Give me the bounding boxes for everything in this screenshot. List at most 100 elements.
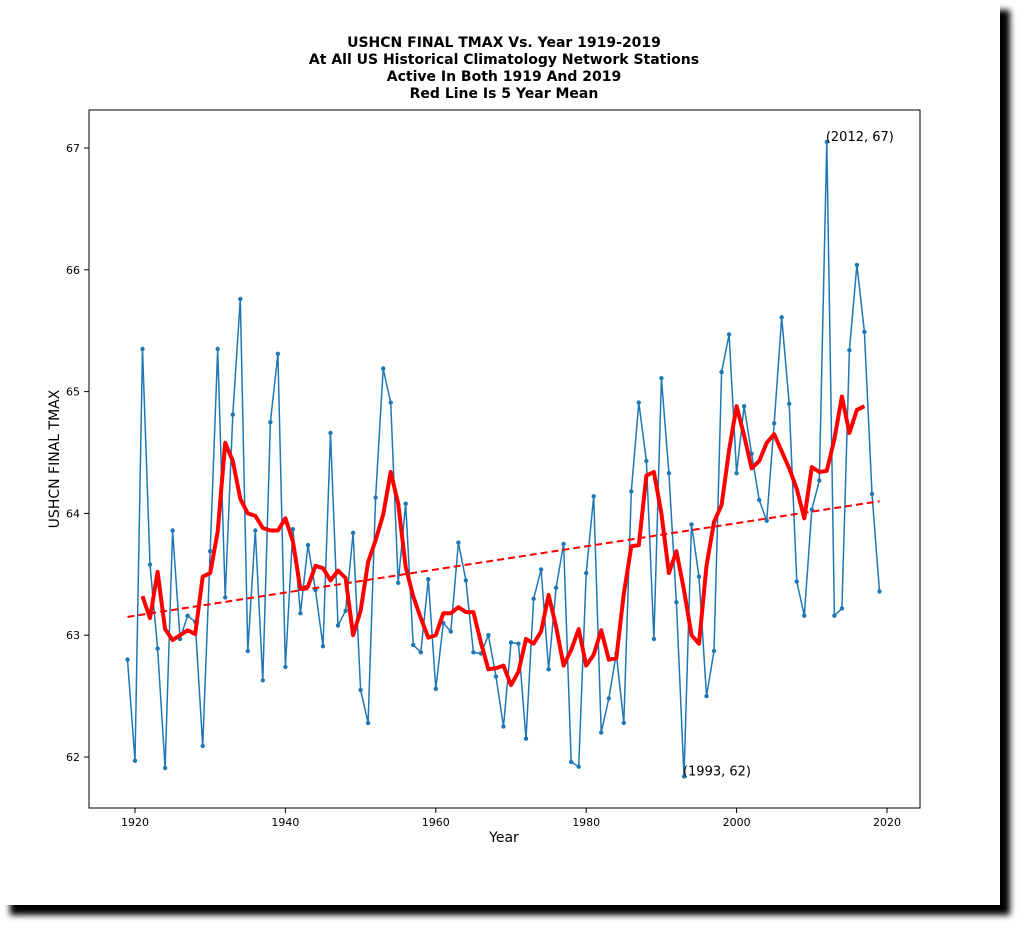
y-axis-label: USHCN FINAL TMAX <box>47 389 63 528</box>
data-point <box>365 720 371 726</box>
data-point <box>162 765 168 771</box>
data-point <box>869 491 875 497</box>
data-point <box>223 595 228 600</box>
data-point <box>125 657 130 662</box>
data-point <box>877 589 882 594</box>
data-point <box>433 686 438 691</box>
data-point <box>283 664 288 670</box>
data-point <box>298 611 303 616</box>
data-point <box>734 471 739 476</box>
data-point <box>290 527 296 532</box>
data-point <box>576 764 581 769</box>
five-year-mean-line <box>140 394 866 688</box>
data-point <box>711 648 717 654</box>
data-point <box>629 489 634 494</box>
data-point <box>531 596 536 601</box>
data-point <box>493 674 499 679</box>
x-tick-label: 1920 <box>121 816 149 829</box>
y-tick-label: 64 <box>66 507 80 520</box>
data-point <box>501 724 506 729</box>
data-point <box>538 567 544 572</box>
y-tick-label: 65 <box>66 386 80 399</box>
point-annotation: (1993, 62) <box>683 764 751 779</box>
data-point <box>862 329 867 335</box>
data-point <box>147 562 153 567</box>
data-point <box>523 736 529 741</box>
point-annotation: (2012, 67) <box>826 130 894 145</box>
data-point <box>448 629 453 634</box>
data-point <box>817 478 822 483</box>
y-tick-label: 63 <box>66 629 80 642</box>
x-tick-label: 1980 <box>572 816 600 829</box>
data-point <box>215 346 220 352</box>
data-point <box>471 650 476 655</box>
data-point <box>772 421 777 426</box>
data-point <box>456 540 461 545</box>
data-point <box>832 613 837 618</box>
data-point <box>508 640 514 645</box>
data-point <box>403 501 408 506</box>
y-tick-label: 67 <box>66 142 80 155</box>
data-point <box>463 578 469 583</box>
data-point <box>516 641 521 646</box>
trend-line <box>127 500 880 618</box>
data-point <box>779 315 784 320</box>
data-point <box>396 580 401 585</box>
data-point <box>335 623 341 628</box>
data-point <box>847 348 852 353</box>
data-point <box>584 570 589 576</box>
data-point <box>238 296 243 302</box>
data-point <box>275 351 281 356</box>
data-point <box>305 542 311 548</box>
data-point <box>546 667 551 672</box>
data-point <box>757 497 762 503</box>
chart-title-line-4: Red Line Is 5 Year Mean <box>410 86 599 102</box>
data-point <box>644 458 649 464</box>
data-point <box>606 696 611 701</box>
chart-title-line-3: Active In Both 1919 And 2019 <box>387 69 622 85</box>
data-point <box>253 528 258 533</box>
data-point <box>140 346 145 352</box>
data-point <box>170 528 175 533</box>
data-point <box>704 693 709 699</box>
data-point <box>418 650 423 655</box>
data-point <box>674 600 679 605</box>
data-point <box>636 400 641 405</box>
annual-series-line <box>126 141 881 777</box>
data-point <box>741 404 747 409</box>
data-point <box>320 644 326 649</box>
data-point <box>591 494 596 499</box>
data-point <box>328 430 333 436</box>
data-point <box>726 332 732 337</box>
data-point <box>411 642 416 648</box>
data-point <box>343 608 348 613</box>
data-point <box>666 471 672 476</box>
data-point <box>621 720 626 726</box>
data-point <box>696 574 702 579</box>
data-point <box>388 400 393 405</box>
data-point <box>208 549 213 554</box>
data-point <box>381 366 386 371</box>
data-point <box>245 648 250 654</box>
data-point <box>689 522 694 527</box>
data-point <box>764 518 769 523</box>
data-point <box>200 743 205 749</box>
y-tick-label: 62 <box>66 751 80 764</box>
data-point <box>155 646 160 651</box>
data-point <box>787 401 792 406</box>
data-point <box>561 541 566 547</box>
data-point <box>486 633 491 638</box>
x-tick-label: 1960 <box>422 816 450 829</box>
y-tick-label: 66 <box>66 264 80 277</box>
data-point <box>824 139 829 145</box>
x-axis-label: Year <box>488 830 519 846</box>
data-point <box>132 758 138 763</box>
data-point <box>681 774 687 779</box>
data-point <box>802 613 807 618</box>
chart-title-line-1: USHCN FINAL TMAX Vs. Year 1919-2019 <box>347 35 661 51</box>
x-tick-label: 2000 <box>723 816 751 829</box>
data-point <box>794 579 799 584</box>
data-point <box>358 687 363 693</box>
data-point <box>854 262 860 268</box>
